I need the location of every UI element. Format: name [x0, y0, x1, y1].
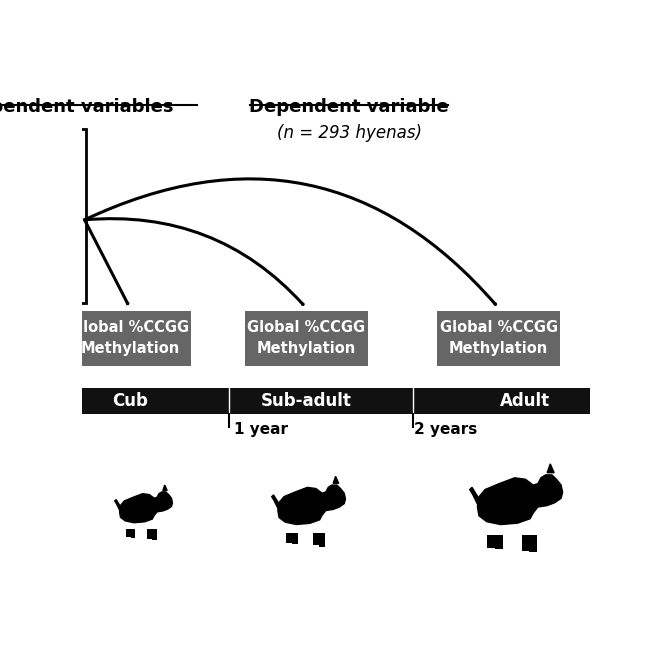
Text: 1 year: 1 year — [234, 422, 288, 437]
Polygon shape — [272, 495, 281, 510]
Polygon shape — [333, 476, 339, 483]
Bar — [487, 535, 495, 548]
Bar — [313, 533, 319, 546]
Bar — [147, 529, 152, 539]
FancyBboxPatch shape — [438, 310, 560, 366]
Polygon shape — [278, 485, 345, 525]
FancyBboxPatch shape — [69, 310, 191, 366]
Bar — [521, 535, 529, 551]
Bar — [130, 529, 136, 538]
Bar — [0, 129, 86, 303]
Bar — [286, 533, 292, 543]
Text: Adult: Adult — [500, 392, 550, 411]
FancyArrowPatch shape — [84, 179, 495, 305]
FancyArrowPatch shape — [84, 219, 303, 305]
Polygon shape — [120, 492, 172, 523]
Bar — [292, 533, 298, 544]
Bar — [126, 529, 130, 537]
Polygon shape — [115, 500, 122, 511]
Text: Dependent variable: Dependent variable — [249, 98, 449, 116]
Bar — [495, 535, 503, 550]
Polygon shape — [470, 487, 481, 506]
Text: 2 years: 2 years — [413, 422, 477, 437]
Text: Global %CCGG
Methylation: Global %CCGG Methylation — [71, 320, 189, 356]
Bar — [319, 533, 325, 546]
Text: Global %CCGG
Methylation: Global %CCGG Methylation — [440, 320, 557, 356]
Text: Independent variables: Independent variables — [0, 98, 173, 116]
Bar — [55, 388, 616, 415]
Text: Sub-adult: Sub-adult — [261, 392, 352, 411]
FancyBboxPatch shape — [245, 310, 367, 366]
Polygon shape — [163, 485, 167, 491]
Text: (n = 293 hyenas): (n = 293 hyenas) — [276, 124, 422, 142]
FancyArrowPatch shape — [84, 220, 128, 304]
Bar — [152, 529, 157, 540]
Polygon shape — [547, 464, 554, 473]
Polygon shape — [477, 475, 563, 525]
Text: Cub: Cub — [112, 392, 148, 411]
Bar — [529, 535, 537, 552]
Text: Global %CCGG
Methylation: Global %CCGG Methylation — [247, 320, 365, 356]
